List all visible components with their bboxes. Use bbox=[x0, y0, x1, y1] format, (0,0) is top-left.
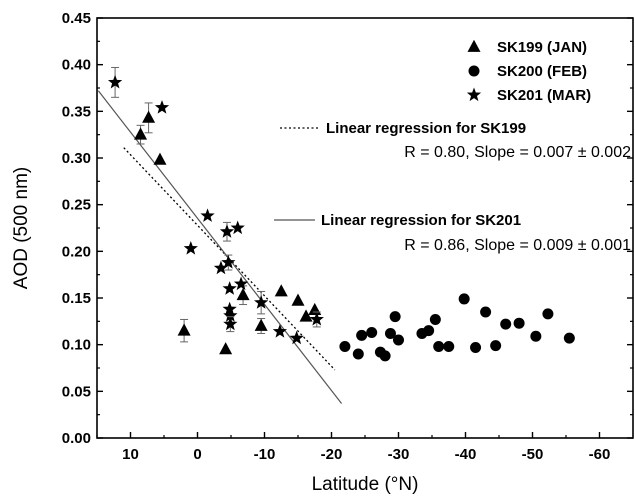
x-tick-label: 0 bbox=[193, 446, 201, 463]
regression-stats-sk199: R = 0.80, Slope = 0.007 ± 0.002 bbox=[404, 144, 631, 161]
data-point-star bbox=[222, 281, 237, 295]
y-axis-title: AOD (500 nm) bbox=[11, 167, 32, 289]
data-point-circle bbox=[433, 341, 445, 353]
data-point-star bbox=[223, 316, 238, 331]
data-point-star bbox=[200, 208, 215, 222]
x-tick-label: 10 bbox=[122, 446, 139, 463]
data-point-star bbox=[107, 74, 123, 89]
data-point-triangle bbox=[142, 110, 156, 123]
data-point-circle bbox=[389, 311, 401, 323]
data-point-star bbox=[221, 255, 236, 269]
data-point-star bbox=[213, 260, 229, 275]
data-point-triangle bbox=[299, 309, 313, 322]
data-point-triangle bbox=[274, 284, 288, 297]
regression-annotation-sk199: Linear regression for SK199 R = 0.80, Sl… bbox=[280, 120, 631, 161]
data-point-triangle bbox=[291, 293, 305, 306]
data-point-triangle bbox=[254, 318, 268, 331]
legend-marker-star bbox=[466, 87, 482, 102]
data-point-circle bbox=[500, 318, 512, 330]
data-point-circle bbox=[379, 350, 391, 362]
data-point-circle bbox=[423, 325, 435, 337]
legend-label-sk200: SK200 (FEB) bbox=[497, 63, 587, 80]
legend-label-sk201: SK201 (MAR) bbox=[497, 87, 591, 104]
data-point-circle bbox=[458, 293, 470, 305]
y-tick-label: 0.00 bbox=[62, 430, 91, 447]
data-point-triangle bbox=[219, 342, 233, 355]
data-point-circle bbox=[384, 327, 396, 339]
data-point-star bbox=[230, 220, 245, 235]
data-point-circle bbox=[563, 332, 575, 344]
data-point-star bbox=[254, 295, 269, 309]
data-point-circle bbox=[513, 317, 525, 329]
data-point-triangle bbox=[153, 152, 167, 165]
x-tick-label: -50 bbox=[522, 446, 544, 463]
y-tick-label: 0.10 bbox=[62, 337, 91, 354]
data-point-circle bbox=[480, 306, 492, 318]
legend-symbol-star bbox=[466, 87, 482, 102]
regression-title-sk199: Linear regression for SK199 bbox=[326, 120, 526, 137]
data-point-star bbox=[309, 311, 324, 326]
data-point-star bbox=[154, 100, 170, 114]
legend-marker-circle bbox=[468, 65, 480, 77]
data-point-circle bbox=[542, 308, 554, 320]
x-tick-label: -30 bbox=[388, 446, 410, 463]
data-point-circle bbox=[443, 341, 455, 353]
x-axis-ticks: 10 0 -10 -20 -30 -40 -50 -60 bbox=[96, 432, 611, 463]
chart-marks bbox=[97, 66, 575, 404]
y-tick-label: 0.20 bbox=[62, 243, 91, 260]
y-axis-ticks: 0.00 0.05 0.10 0.15 0.20 0.25 0.30 0.35 0.40 0.45 bbox=[62, 10, 633, 447]
x-tick-label: -20 bbox=[321, 446, 343, 463]
data-point-circle bbox=[530, 330, 542, 342]
data-point-star bbox=[289, 330, 304, 345]
data-point-triangle bbox=[134, 127, 148, 140]
x-tick-label: -60 bbox=[589, 446, 611, 463]
y-tick-label: 0.15 bbox=[62, 290, 91, 307]
data-point-circle bbox=[393, 334, 404, 346]
y-tick-label: 0.25 bbox=[62, 197, 91, 214]
data-point-circle bbox=[490, 340, 502, 352]
x-tick-label: -40 bbox=[455, 446, 477, 463]
data-point-star bbox=[183, 241, 198, 255]
data-point-star bbox=[272, 324, 288, 338]
regression-title-sk201: Linear regression for SK201 bbox=[321, 212, 521, 229]
x-axis-title: Latitude (°N) bbox=[312, 474, 419, 495]
y-tick-label: 0.40 bbox=[62, 57, 91, 74]
y-tick-label: 0.35 bbox=[62, 103, 91, 120]
legend-marker-triangle bbox=[467, 39, 481, 52]
regression-annotation-sk201: Linear regression for SK201 R = 0.86, Sl… bbox=[274, 212, 631, 254]
data-point-circle bbox=[352, 348, 364, 360]
legend-symbol-triangle bbox=[467, 39, 481, 52]
data-point-triangle bbox=[308, 302, 322, 316]
regression-stats-sk201: R = 0.86, Slope = 0.009 ± 0.001 bbox=[404, 237, 631, 254]
data-point-triangle bbox=[177, 323, 191, 336]
data-point-circle bbox=[366, 327, 378, 339]
data-point-star bbox=[222, 301, 237, 316]
y-tick-label: 0.45 bbox=[62, 10, 91, 27]
y-tick-label: 0.05 bbox=[62, 383, 91, 400]
data-point-star bbox=[233, 276, 249, 291]
data-point-circle bbox=[339, 341, 351, 353]
x-tick-label: -10 bbox=[254, 446, 276, 463]
data-point-star bbox=[219, 224, 235, 238]
legend-label-sk199: SK199 (JAN) bbox=[497, 39, 587, 56]
y-tick-label: 0.30 bbox=[62, 150, 91, 167]
data-point-circle bbox=[429, 313, 441, 325]
data-point-star bbox=[223, 308, 238, 322]
legend-symbol-circle bbox=[468, 65, 480, 77]
legend: SK199 (JAN) SK200 (FEB) SK201 (MAR) bbox=[466, 39, 591, 104]
data-point-circle bbox=[470, 341, 482, 353]
data-point-triangle bbox=[236, 287, 250, 301]
regression-line-solid bbox=[97, 90, 343, 404]
data-point-circle bbox=[356, 329, 368, 341]
